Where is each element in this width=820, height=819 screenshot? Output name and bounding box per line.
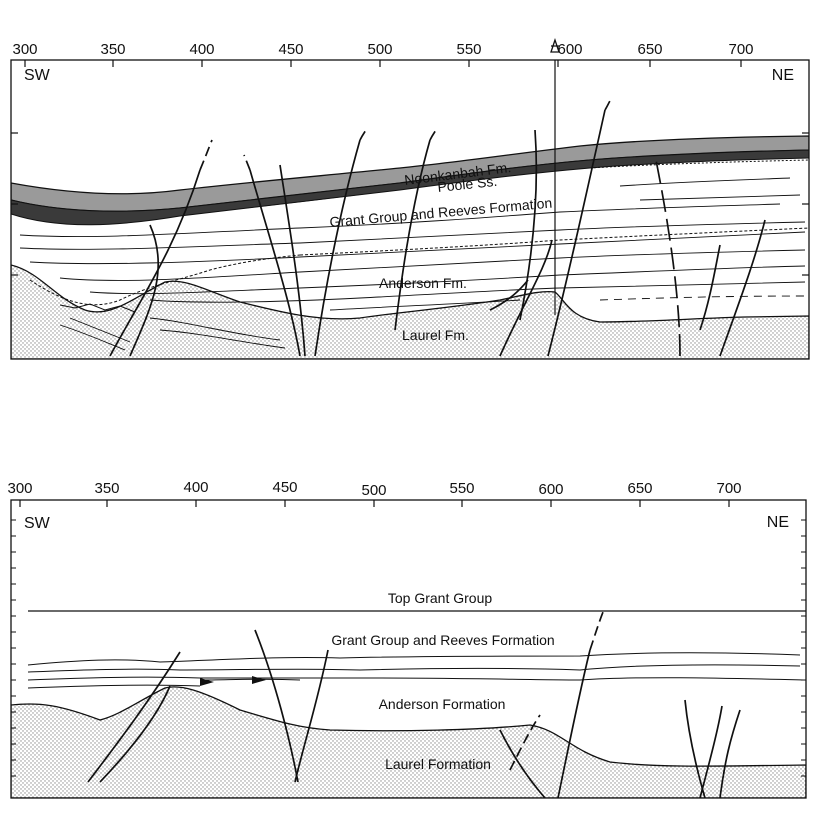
bottom-left-ticks: [11, 519, 806, 777]
bottom-tick-label: 400: [183, 479, 208, 496]
bottom-panel: 300 350 400 450 500 550 600 650 700 SW N…: [7, 479, 807, 799]
laurel-label-top: Laurel Fm.: [402, 327, 469, 343]
top-tick-label: 700: [728, 41, 753, 58]
top-tick-label: 650: [637, 41, 662, 58]
poole-label: Poole Ss.: [437, 173, 498, 195]
top-tick-label: 300: [12, 41, 37, 58]
top-tick-label: 600: [557, 41, 582, 58]
bottom-tick-label: 650: [627, 480, 652, 497]
top-grant-label: Top Grant Group: [388, 590, 492, 606]
anderson-label-top: Anderson Fm.: [379, 275, 467, 291]
bottom-tick-label: 550: [449, 480, 474, 497]
top-tick-label: 450: [278, 41, 303, 58]
top-poole-band: [11, 149, 809, 226]
top-tick-label: 500: [367, 41, 392, 58]
well-symbol-icon: [550, 37, 560, 53]
bottom-tick-label: 350: [94, 480, 119, 497]
bottom-tick-label: 700: [716, 480, 741, 497]
bottom-tick-label: 600: [538, 481, 563, 498]
anderson-label-bottom: Anderson Formation: [379, 696, 506, 712]
bottom-tick-label: 500: [361, 482, 386, 499]
top-laurel-body: [11, 264, 809, 359]
bottom-tick-label: 300: [7, 480, 32, 497]
laurel-label-bottom: Laurel Formation: [385, 756, 491, 772]
bottom-sw-label: SW: [24, 515, 51, 532]
top-tick-label: 550: [456, 41, 481, 58]
top-tick-label: 400: [189, 41, 214, 58]
top-tick-label: 350: [100, 41, 125, 58]
bottom-tick-label: 450: [272, 479, 297, 496]
top-sw-label: SW: [24, 67, 51, 84]
bottom-laurel-body: [11, 686, 806, 798]
grant-reeves-label-bottom: Grant Group and Reeves Formation: [331, 632, 554, 648]
top-ne-label: NE: [772, 67, 794, 84]
grant-reeves-label-top: Grant Group and Reeves Formation: [329, 195, 553, 230]
top-panel: 300 350 400 450 500 550 600 650 700 SW N…: [10, 37, 810, 360]
bottom-ne-label: NE: [767, 514, 789, 531]
